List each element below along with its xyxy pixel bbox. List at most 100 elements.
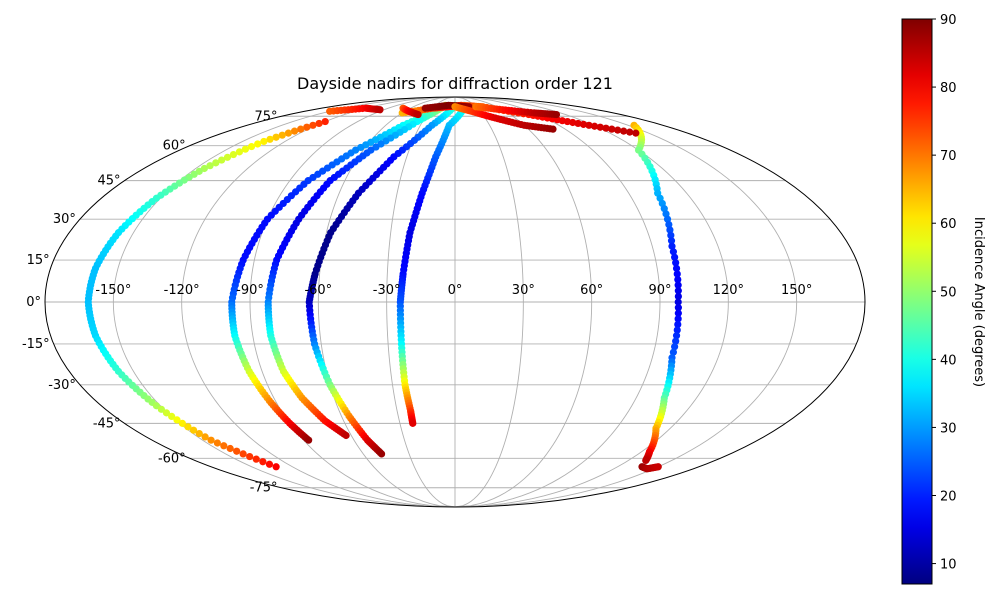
data-point [239,450,247,458]
data-point [549,125,557,133]
lat-tick-label: 75° [254,109,277,124]
data-point [377,450,386,458]
data-point [218,156,226,164]
data-point [290,127,299,135]
data-point [665,220,673,229]
data-point [305,436,313,444]
data-point [569,118,577,127]
lat-tick-label: -45° [93,416,121,431]
data-point [579,120,588,128]
lat-tick-label: 45° [98,174,121,189]
data-point [241,145,250,153]
data-point [666,226,674,234]
data-point [672,332,681,340]
data-point [620,127,628,135]
data-point [278,131,286,139]
lon-tick-label: -150° [95,283,131,298]
data-point [409,419,417,427]
lon-tick-label: -60° [304,283,332,298]
lat-tick-label: -60° [158,451,186,466]
colorbar-tick-label: 90 [940,13,957,28]
data-point [674,275,682,284]
data-point [254,140,262,148]
data-point [178,419,186,427]
data-point [669,348,678,356]
data-point [674,298,682,306]
data-point [376,106,384,114]
colorbar-tick-label: 40 [940,353,957,368]
data-point [233,447,241,455]
data-point [632,129,640,137]
data-point [201,433,209,441]
data-point [673,270,681,278]
colorbar-label: Incidence Angle (degrees) [971,217,986,387]
data-point [189,426,198,434]
data-point [574,119,582,128]
lon-tick-label: -90° [236,283,264,298]
data-point [284,129,292,137]
colorbar-tick-label: 80 [940,81,957,96]
colorbar-tick-label: 60 [940,217,957,232]
data-point [259,458,267,466]
data-point [297,125,305,133]
lon-tick-label: -120° [164,283,200,298]
data-point [672,337,680,345]
data-point [668,242,676,250]
lon-tick-label: 60° [580,283,603,298]
data-point [252,455,260,463]
map-area: -150° -120° -90° -60° -30° 0° 30° 60° 90° 120° 150… [22,96,866,508]
lon-tick-label: -30° [373,283,401,298]
data-point [272,133,280,141]
data-point [552,110,561,119]
lon-tick-label: 120° [713,283,744,298]
data-point [272,463,280,471]
data-point [671,343,679,351]
map-outline [44,96,866,508]
data-point [674,315,682,323]
data-point [229,150,238,159]
data-point [674,292,682,300]
colorbar-tick-label: 70 [940,149,957,164]
data-point [157,405,165,413]
data-point [674,320,682,329]
data-point [674,281,682,289]
scatter-points [84,101,682,473]
data-point [206,162,214,170]
data-point [162,409,171,417]
grid-lines [45,97,865,507]
data-point [654,463,662,471]
data-point [674,309,682,317]
data-point [590,122,599,130]
lon-tick-label: 30° [512,283,535,298]
data-point [614,126,622,134]
data-point [342,431,350,440]
data-point [265,460,274,468]
data-point [260,137,268,146]
data-point [212,159,220,167]
colorbar-tick-label: 20 [940,490,957,505]
data-point [672,259,680,267]
data-point [602,124,610,132]
data-point [235,148,243,156]
data-point [266,135,274,143]
data-point [667,237,676,245]
data-point [220,442,228,450]
data-point [585,121,593,129]
data-point [309,121,317,129]
data-point [213,439,222,447]
data-point [669,248,678,256]
data-point [626,128,634,136]
data-point [321,117,329,126]
data-point [226,444,234,453]
data-point [674,287,682,295]
data-point [223,153,232,161]
colorbar-tick-label: 30 [940,421,957,436]
data-point [667,231,675,239]
colorbar: 10 20 30 40 50 60 70 80 90 [901,13,957,585]
colorbar-tick-label: 10 [940,558,957,573]
lon-tick-label: 150° [781,283,812,298]
lat-tick-label: -75° [250,481,278,496]
data-point [642,456,650,465]
lat-tick-label: 15° [27,253,50,268]
